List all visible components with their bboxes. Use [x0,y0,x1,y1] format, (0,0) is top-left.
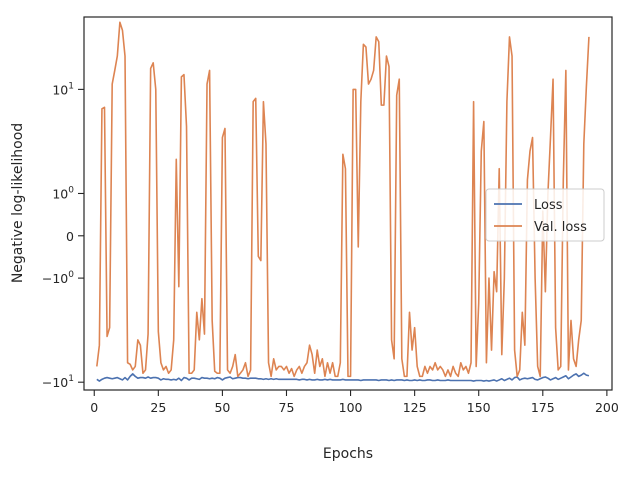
y-tick-label: 100 [52,185,74,201]
y-tick-label: −100 [42,270,74,286]
y-tick-base: −10 [42,375,68,390]
y-tick-label: 0 [66,229,74,244]
y-tick-label: 101 [52,81,74,97]
series-line-1 [96,21,590,378]
legend-entry-label: Val. loss [534,220,587,235]
y-tick-base: −10 [42,271,68,286]
x-tick-label: 175 [531,400,555,415]
x-tick-label: 100 [339,400,363,415]
legend-entry-label: Loss [534,198,563,213]
series-line-0 [96,372,590,382]
series-layer [96,21,590,382]
legend-box [485,188,605,242]
plot-frame [83,16,613,391]
x-tick-label: 50 [214,400,230,415]
legend: Loss Val. loss [485,188,605,242]
x-tick-label: 150 [467,400,491,415]
y-tick-base: 10 [52,186,68,201]
y-tick-exponent: 1 [68,374,74,384]
y-tick-base: 10 [52,82,68,97]
x-tick-label: 25 [150,400,166,415]
x-axis: 0 25 50 75 100 125 150 175 200 [90,390,619,415]
x-tick-label: 0 [90,400,98,415]
x-tick-label: 75 [279,400,295,415]
x-axis-label: Epochs [323,446,373,462]
x-tick-label: 200 [595,400,619,415]
x-tick-label: 125 [403,400,427,415]
y-tick-exponent: 0 [68,270,74,280]
y-tick-exponent: 0 [68,185,74,195]
y-tick-base: 0 [66,229,74,244]
y-axis-label: Negative log-likelihood [10,123,26,283]
y-tick-label: −101 [42,374,74,390]
y-tick-exponent: 1 [68,81,74,91]
